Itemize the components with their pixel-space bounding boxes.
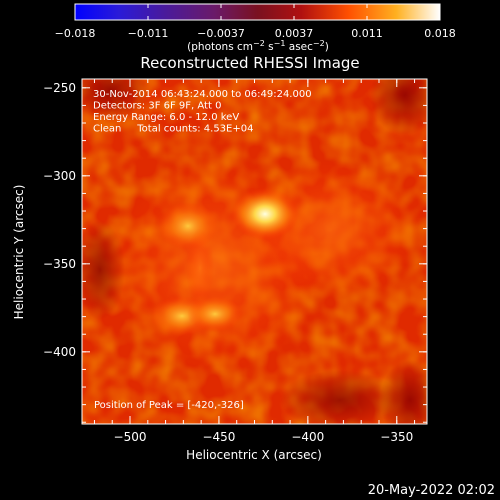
- x-tick-label: −450: [202, 430, 235, 444]
- x-tick-label: −350: [380, 430, 413, 444]
- x-tick-label: −400: [291, 430, 324, 444]
- plot-annotations: 30-Nov-2014 06:43:24.000 to 06:49:24.000…: [93, 89, 312, 135]
- colorbar-tick-label: 0.0037: [275, 27, 314, 40]
- footer-timestamp: 20-May-2022 02:02: [368, 483, 495, 498]
- colorbar-tick-label: −0.018: [55, 27, 96, 40]
- annotation-line: 30-Nov-2014 06:43:24.000 to 06:49:24.000: [93, 89, 312, 100]
- x-tick-label: −500: [114, 430, 147, 444]
- dark-patch: [280, 370, 400, 424]
- y-tick-label: −400: [43, 345, 76, 359]
- y-axis-ticks: −250 −300 −350 −400: [43, 81, 427, 423]
- colorbar-units-exp1: −2: [253, 39, 265, 48]
- dark-patch: [370, 79, 427, 135]
- y-tick-label: −300: [43, 169, 76, 183]
- colorbar-units-prefix: (photons cm: [187, 41, 253, 53]
- y-tick-label: −250: [43, 81, 76, 95]
- colorbar-units-suffix: ): [325, 41, 329, 53]
- colorbar-tick-label: −0.011: [128, 27, 169, 40]
- colorbar-units-exp2: −1: [274, 39, 286, 48]
- colorbar-gradient: [74, 3, 441, 21]
- peak-position-label: Position of Peak = [-420,-326]: [94, 400, 244, 411]
- colorbar-units-mid: s: [265, 41, 274, 53]
- annotation-line: Clean Total counts: 4.53E+04: [93, 124, 253, 135]
- y-axis-label: Heliocentric Y (arcsec): [12, 185, 26, 320]
- source-peak: [231, 188, 299, 240]
- colorbar-tick-label: 0.018: [424, 27, 456, 40]
- colorbar-units: (photons cm−2 s−1 asec−2): [187, 39, 329, 53]
- x-axis-label: Heliocentric X (arcsec): [186, 448, 322, 462]
- colorbar-tick-label: 0.011: [351, 27, 383, 40]
- colorbar: −0.018 −0.011 −0.0037 0.0037 0.011 0.018 (pho…: [55, 3, 456, 53]
- colorbar-units-exp3: −2: [313, 39, 325, 48]
- dark-patch: [82, 79, 150, 120]
- y-tick-label: −350: [43, 257, 76, 271]
- plot-title: Reconstructed RHESSI Image: [140, 54, 359, 72]
- dark-patch: [380, 360, 427, 424]
- colorbar-units-mid2: asec: [285, 41, 313, 53]
- rhessi-image: [82, 79, 427, 424]
- annotation-line: Detectors: 3F 6F 9F, Att 0: [93, 101, 221, 112]
- x-axis-ticks: −500 −450 −400 −350: [93, 79, 416, 444]
- colorbar-ticks: −0.018 −0.011 −0.0037 0.0037 0.011 0.018: [55, 4, 456, 40]
- colorbar-tick-label: −0.0037: [197, 27, 245, 40]
- annotation-line: Energy Range: 6.0 - 12.0 keV: [93, 112, 239, 123]
- source-column: [186, 228, 214, 308]
